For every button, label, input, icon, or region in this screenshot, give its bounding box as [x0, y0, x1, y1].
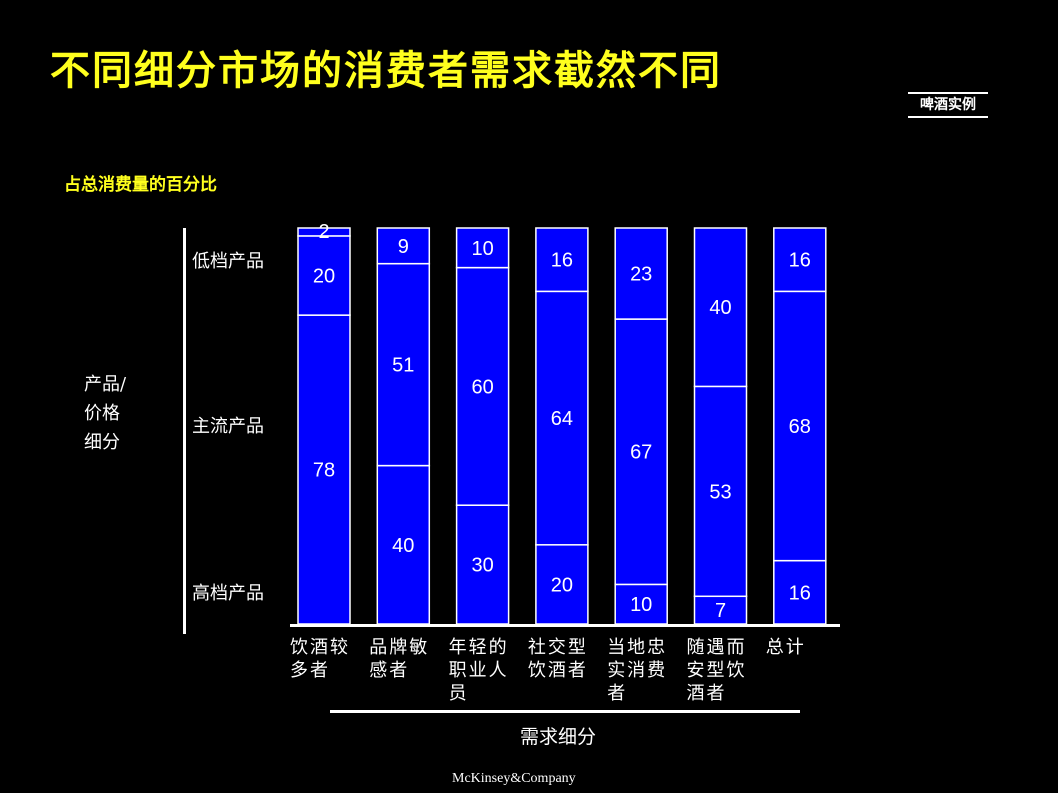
bar-segment-low — [773, 227, 827, 293]
data-label: 68 — [789, 416, 811, 438]
x-tick-label-line: 职业人 — [448, 660, 509, 681]
data-label: 67 — [630, 442, 652, 464]
x-axis-title: 需求细分 — [520, 726, 597, 748]
y-axis-line — [183, 228, 186, 634]
data-label: 23 — [630, 264, 652, 286]
data-label: 9 — [398, 236, 409, 258]
data-label: 40 — [392, 535, 414, 557]
x-tick-label-line: 年轻的 — [448, 637, 509, 658]
data-label: 20 — [551, 574, 573, 596]
bar-segment-mainstream — [455, 266, 510, 506]
x-tick-label: 年轻的 职业人员 — [449, 636, 525, 705]
dimension-label-line: 价格 — [84, 403, 120, 424]
bar-segment-low — [455, 227, 510, 269]
x-tick-label-line: 随遇而 — [686, 637, 747, 658]
bar-segment-low — [376, 227, 431, 265]
bar-segment-low — [693, 227, 748, 388]
bar-segment-mainstream — [535, 290, 589, 546]
data-label: 51 — [392, 355, 414, 377]
x-tick-label-line: 实消费 — [607, 660, 668, 681]
data-label: 16 — [551, 250, 573, 272]
x-tick-label-line: 安型饮 — [686, 660, 747, 681]
x-tick-label-line: 社交型 — [527, 637, 588, 658]
data-label: 40 — [709, 297, 731, 319]
bar-segment-low — [535, 227, 589, 293]
chart-baseline — [290, 624, 840, 627]
dimension-label: 产品/ 价格 细分 — [84, 370, 144, 457]
x-tick-label: 总计 — [766, 636, 842, 659]
x-tick-label-line: 多者 — [290, 660, 330, 681]
bar-segment-high — [376, 464, 431, 625]
data-label: 2 — [318, 221, 329, 243]
data-label: 53 — [709, 481, 731, 503]
x-tick-label-line: 者 — [607, 683, 628, 704]
data-label: 20 — [313, 266, 335, 288]
chart-subtitle: 占总消费量的百分比 — [64, 175, 217, 195]
page-title: 不同细分市场的消费者需求截然不同 — [50, 47, 722, 94]
x-tick-label-line: 酒者 — [686, 683, 727, 704]
tier-label-low: 低档产品 — [192, 251, 264, 272]
bar-segment-high — [614, 583, 668, 625]
bar-segment-mainstream — [376, 262, 431, 467]
x-tick-label: 品牌敏 感者 — [369, 636, 445, 682]
data-label: 60 — [471, 376, 493, 398]
case-tag: 啤酒实例 — [908, 92, 988, 118]
bar-segment-high — [693, 595, 748, 625]
x-axis-title-line — [330, 710, 800, 713]
tier-label-high: 高档产品 — [192, 583, 264, 604]
x-tick-label-line: 当地忠 — [607, 637, 668, 658]
bar-segment-high — [535, 544, 589, 625]
data-label: 64 — [551, 408, 573, 430]
data-label: 16 — [789, 250, 811, 272]
bar-segment-mainstream — [693, 385, 748, 598]
dimension-label-line: 产品/ — [84, 374, 127, 395]
x-tick-label-line: 员 — [448, 683, 469, 704]
x-tick-label: 随遇而 安型饮 酒者 — [687, 636, 763, 705]
footer-brand: McKinsey&Company — [452, 771, 576, 786]
bar-segment-mainstream — [773, 290, 827, 562]
dimension-label-line: 细分 — [84, 432, 120, 453]
x-tick-label: 社交型 饮酒者 — [528, 636, 604, 682]
data-label: 10 — [630, 594, 652, 616]
bar-segment-low — [297, 227, 351, 237]
x-tick-label-line: 感者 — [369, 660, 410, 681]
data-label: 30 — [471, 555, 493, 577]
data-label: 7 — [715, 600, 726, 622]
x-tick-label-line: 总计 — [765, 637, 806, 658]
data-label: 10 — [471, 238, 493, 260]
bar-segment-mainstream — [297, 235, 351, 316]
data-label: 78 — [313, 460, 335, 482]
data-label: 16 — [789, 582, 811, 604]
bar-segment-low — [614, 227, 668, 320]
x-tick-label-line: 饮酒较 — [290, 637, 350, 658]
x-tick-label: 饮酒较 多者 — [290, 636, 366, 682]
x-tick-label: 当地忠 实消费者 — [607, 636, 683, 705]
tier-label-mainstream: 主流产品 — [192, 416, 264, 437]
bar-segment-mainstream — [614, 318, 668, 586]
x-tick-label-line: 饮酒者 — [527, 660, 588, 681]
x-tick-label-line: 品牌敏 — [369, 637, 430, 658]
